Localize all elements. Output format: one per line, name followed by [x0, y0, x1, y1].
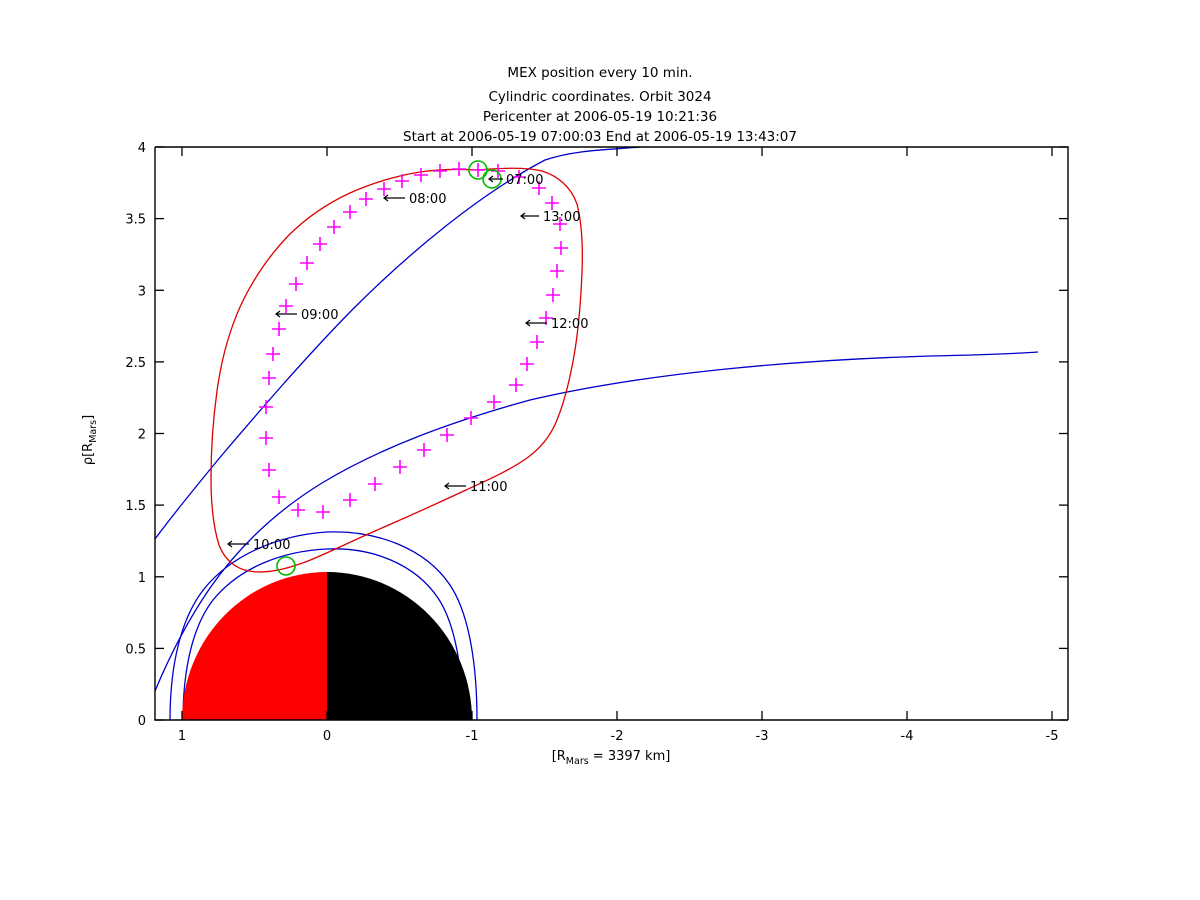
y-axis: 0 0.5 1 1.5 2 2.5 3 3.5 4 ρ[RMars] [81, 141, 1068, 729]
svg-text:ρ[RMars]: ρ[RMars] [81, 415, 99, 465]
x-tick-label--2: -2 [611, 729, 624, 744]
x-axis-label-main: [R [552, 749, 566, 764]
annotation-1300: 13:00 [520, 210, 580, 225]
y-tick-label-2: 2 [138, 428, 146, 443]
x-tickmarks [181, 147, 1053, 720]
x-axis: 1 0 -1 -2 -3 -4 -5 [RMars = 3397 km] [178, 147, 1059, 767]
y-tick-label-1: 1 [138, 571, 146, 586]
bow-shock-curve [155, 147, 642, 540]
title-block: MEX position every 10 min. Cylindric coo… [403, 65, 797, 145]
mars-dayside [182, 572, 327, 720]
mex-trajectory [210, 162, 583, 573]
x-tick-label-0: 0 [323, 729, 331, 744]
title-line-2: Cylindric coordinates. Orbit 3024 [488, 89, 711, 105]
y-tickmarks [155, 146, 1068, 721]
y-tick-label-0: 0 [138, 714, 146, 729]
annotation-label-1000: 10:00 [253, 538, 290, 553]
y-tick-label-0.5: 0.5 [125, 642, 146, 657]
title-line-4: Start at 2006-05-19 07:00:03 End at 2006… [403, 129, 797, 145]
annotation-label-0900: 09:00 [301, 308, 338, 323]
annotation-label-1200: 12:00 [551, 317, 588, 332]
annotation-1100: 11:00 [444, 480, 507, 495]
y-axis-label-sub: Mars [88, 420, 99, 443]
trajectory-path [210, 167, 583, 573]
annotation-label-0800: 08:00 [409, 192, 446, 207]
annotation-1200: 12:00 [525, 317, 588, 332]
title-line-1: MEX position every 10 min. [507, 65, 692, 81]
x-axis-label-tail: = 3397 km] [589, 749, 671, 764]
annotation-0800: 08:00 [383, 192, 446, 207]
y-axis-label: ρ[RMars] [81, 415, 99, 465]
mars-planet [182, 572, 472, 720]
y-tick-label-1.5: 1.5 [125, 499, 146, 514]
time-annotations: 07:00 08:00 09:00 10:00 11:00 [227, 173, 588, 553]
x-axis-label: [RMars = 3397 km] [552, 749, 671, 767]
annotation-0700: 07:00 [488, 173, 543, 188]
x-tick-label-1: 1 [178, 729, 186, 744]
annotation-0900: 09:00 [275, 308, 338, 323]
trajectory-markers [259, 162, 568, 519]
y-axis-label-main: ρ[R [81, 443, 96, 465]
annotation-label-0700: 07:00 [506, 173, 543, 188]
x-tick-label--4: -4 [901, 729, 914, 744]
annotation-label-1300: 13:00 [543, 210, 580, 225]
annotation-1000: 10:00 [227, 538, 290, 553]
x-tick-label--1: -1 [466, 729, 479, 744]
mars-nightside [327, 572, 472, 720]
x-tick-label--3: -3 [756, 729, 769, 744]
y-axis-label-tail: ] [81, 415, 96, 420]
x-axis-label-sub: Mars [566, 756, 589, 767]
y-tick-label-3.5: 3.5 [125, 213, 146, 228]
y-tick-label-4: 4 [138, 141, 146, 156]
plot-content: 07:00 08:00 09:00 10:00 11:00 [155, 147, 1039, 720]
planet-boundary-arcs [169, 531, 478, 720]
title-line-3: Pericenter at 2006-05-19 10:21:36 [483, 109, 717, 125]
y-tick-label-3: 3 [138, 284, 146, 299]
annotation-label-1100: 11:00 [470, 480, 507, 495]
pericenter-marker [276, 556, 296, 576]
x-tick-label--5: -5 [1046, 729, 1059, 744]
y-tick-label-2.5: 2.5 [125, 356, 146, 371]
start-marker [468, 160, 488, 180]
